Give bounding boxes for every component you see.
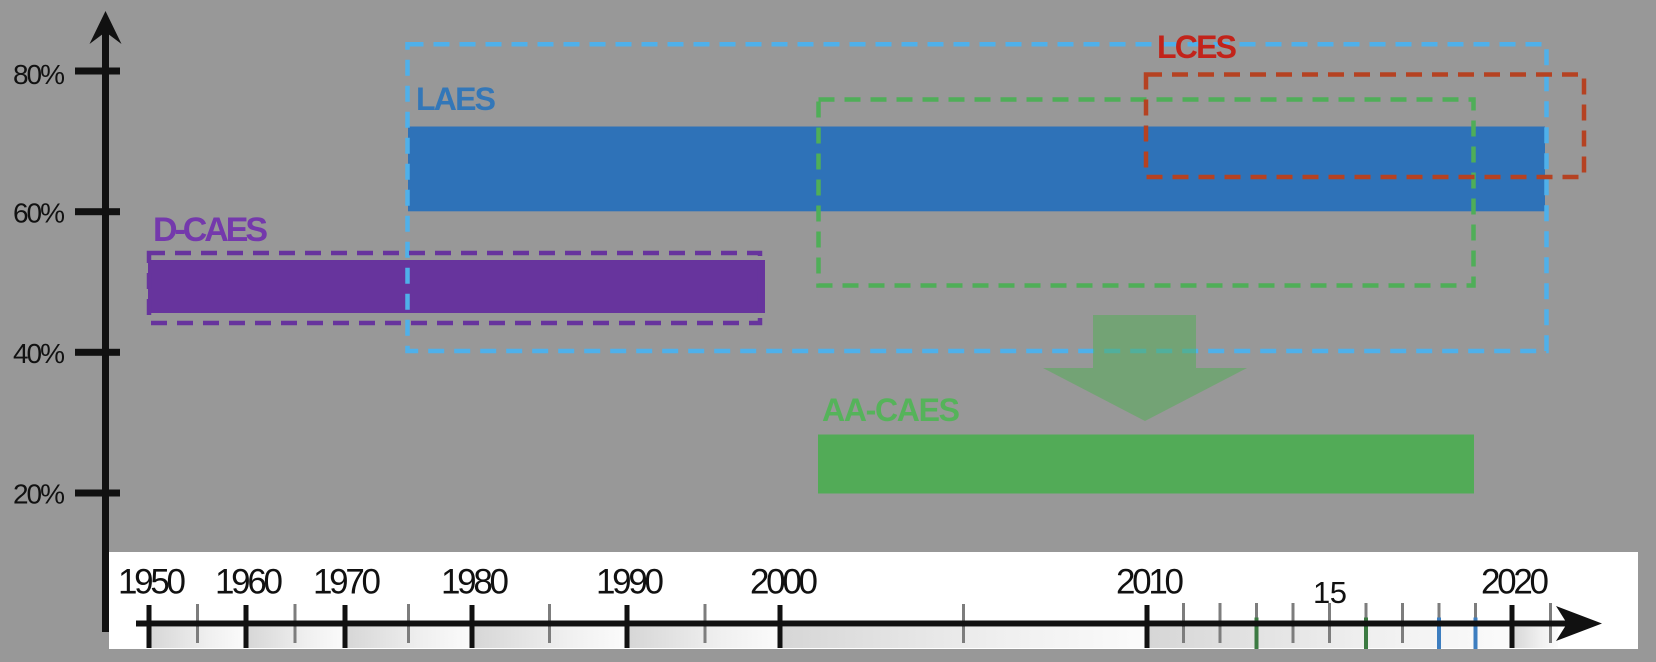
svg-text:60%: 60% [13,198,65,229]
svg-text:1950: 1950 [118,563,186,602]
svg-text:2020: 2020 [1481,563,1549,602]
svg-text:D-CAES: D-CAES [153,211,268,249]
svg-text:80%: 80% [13,59,65,90]
svg-text:LAES: LAES [416,81,496,117]
svg-text:2000: 2000 [750,563,818,602]
svg-text:AA-CAES: AA-CAES [822,392,960,428]
svg-text:1970: 1970 [313,563,381,602]
svg-text:1960: 1960 [215,563,283,602]
svg-text:20%: 20% [13,479,65,510]
svg-text:1990: 1990 [596,563,664,602]
svg-text:15: 15 [1313,575,1347,610]
svg-text:2010: 2010 [1116,563,1184,602]
svg-text:40%: 40% [13,338,65,369]
svg-text:LCES: LCES [1157,29,1237,65]
svg-text:1980: 1980 [441,563,509,602]
